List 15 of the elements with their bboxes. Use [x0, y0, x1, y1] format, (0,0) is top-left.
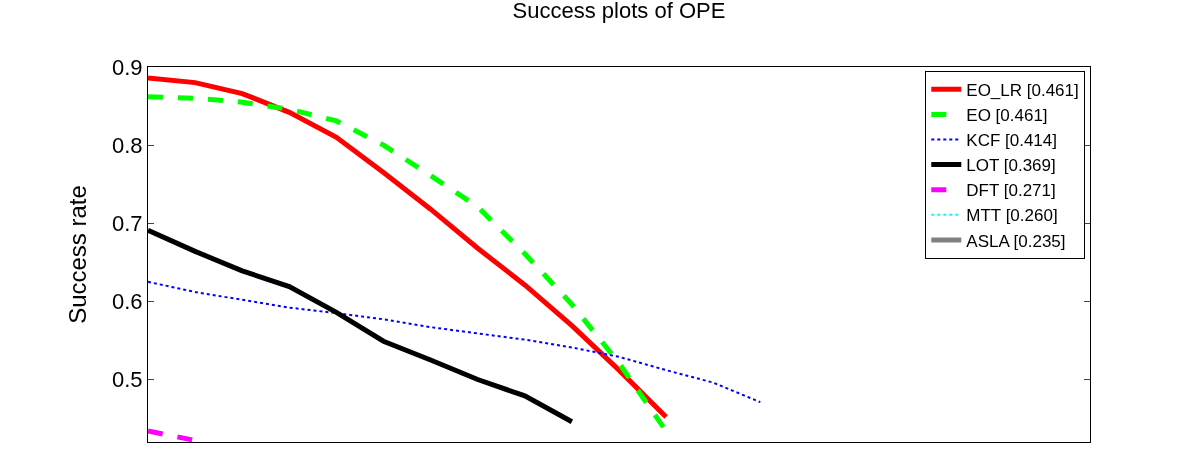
legend-label: LOT [0.369] [966, 156, 1056, 176]
chart-title: Success plots of OPE [512, 0, 726, 23]
y-tick-label: 0.7 [112, 210, 143, 236]
legend-label: ASLA [0.235] [966, 231, 1066, 251]
legend-label: EO_LR [0.461] [966, 80, 1079, 100]
y-tick-label: 0.8 [112, 132, 143, 158]
y-tick-label: 0.9 [112, 54, 143, 80]
legend-label: MTT [0.260] [966, 206, 1058, 226]
legend-label: KCF [0.414] [966, 131, 1058, 151]
y-tick-label: 0.5 [112, 367, 143, 393]
legend-label: EO [0.461] [966, 106, 1048, 126]
y-tick-label: 0.6 [112, 289, 143, 315]
y-axis-title: Success rate [64, 185, 92, 324]
line-series [148, 280, 762, 404]
legend-label: DFT [0.271] [966, 181, 1056, 201]
